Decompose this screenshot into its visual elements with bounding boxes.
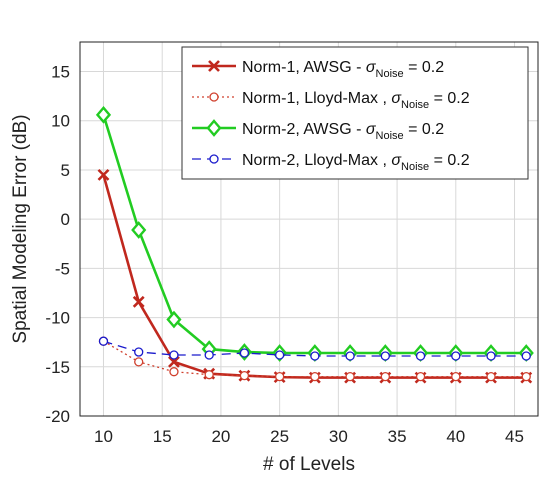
- series-point: [451, 371, 461, 382]
- series-point: [415, 351, 426, 361]
- series-point: [451, 351, 461, 361]
- series-point: [204, 370, 214, 380]
- series-point: [166, 310, 182, 329]
- series-point: [486, 371, 496, 382]
- series-point: [97, 168, 110, 181]
- series-point: [239, 348, 250, 358]
- legend: Norm-1, AWSG - σNoise = 0.2 Norm-1, Lloyd…: [181, 46, 529, 180]
- series-point: [208, 60, 220, 72]
- x-tick-label: 15: [153, 427, 172, 446]
- series-point: [209, 92, 219, 102]
- series-point: [134, 347, 144, 357]
- series-point: [98, 336, 109, 346]
- series-point: [521, 351, 531, 361]
- series-point: [310, 351, 320, 361]
- plot-area-frame: [79, 41, 539, 417]
- x-tick-label: 45: [505, 427, 524, 446]
- series-point: [415, 371, 426, 382]
- series-point: [345, 371, 355, 382]
- series-point: [168, 355, 180, 368]
- x-tick-label: 20: [211, 427, 230, 446]
- y-tick-label: -20: [45, 407, 70, 426]
- y-tick-label: -15: [45, 358, 70, 377]
- series-point: [204, 350, 214, 360]
- series-point: [132, 295, 145, 308]
- y-tick-label: -10: [45, 309, 70, 328]
- x-tick-label: 10: [94, 427, 113, 446]
- y-axis-title: Spatial Modeling Error (dB): [10, 114, 31, 343]
- series-point: [310, 371, 320, 382]
- series-point: [486, 351, 496, 361]
- x-axis-title: # of Levels: [263, 454, 355, 475]
- axis-ticks: 10 15 20 25 30 35 40 45 -20 -15 -10 -5 0 5 10 15: [45, 63, 524, 446]
- series-point: [209, 154, 219, 164]
- y-tick-label: -5: [55, 259, 70, 278]
- series-layer: [95, 105, 534, 384]
- series-point: [169, 367, 179, 377]
- x-tick-label: 40: [446, 427, 465, 446]
- y-tick-label: 0: [61, 210, 70, 229]
- series-point: [274, 371, 285, 382]
- y-tick-label: 5: [61, 161, 70, 180]
- legend-box: [181, 46, 529, 180]
- series-point: [169, 350, 179, 360]
- x-tick-label: 25: [270, 427, 289, 446]
- legend-entry: Norm-2, AWSG - σNoise = 0.2: [242, 121, 444, 142]
- y-tick-label: 15: [51, 63, 70, 82]
- legend-entry: Norm-1, Lloyd-Max , σNoise = 0.2: [242, 90, 470, 111]
- legend-entry: Norm-2, Lloyd-Max , σNoise = 0.2: [242, 152, 470, 173]
- series-point: [345, 351, 355, 361]
- series-point: [134, 357, 144, 367]
- y-tick-label: 10: [51, 112, 70, 131]
- series-point: [274, 350, 285, 360]
- series-point: [380, 351, 390, 361]
- series-point: [131, 221, 147, 239]
- series-point: [521, 371, 531, 382]
- legend-entry: Norm-1, AWSG - σNoise = 0.2: [242, 59, 444, 80]
- series-point: [239, 370, 250, 381]
- series-point: [95, 105, 112, 124]
- x-tick-label: 35: [388, 427, 407, 446]
- x-tick-label: 30: [329, 427, 348, 446]
- series-point: [206, 119, 222, 137]
- series-point: [380, 371, 390, 382]
- series: [98, 336, 531, 361]
